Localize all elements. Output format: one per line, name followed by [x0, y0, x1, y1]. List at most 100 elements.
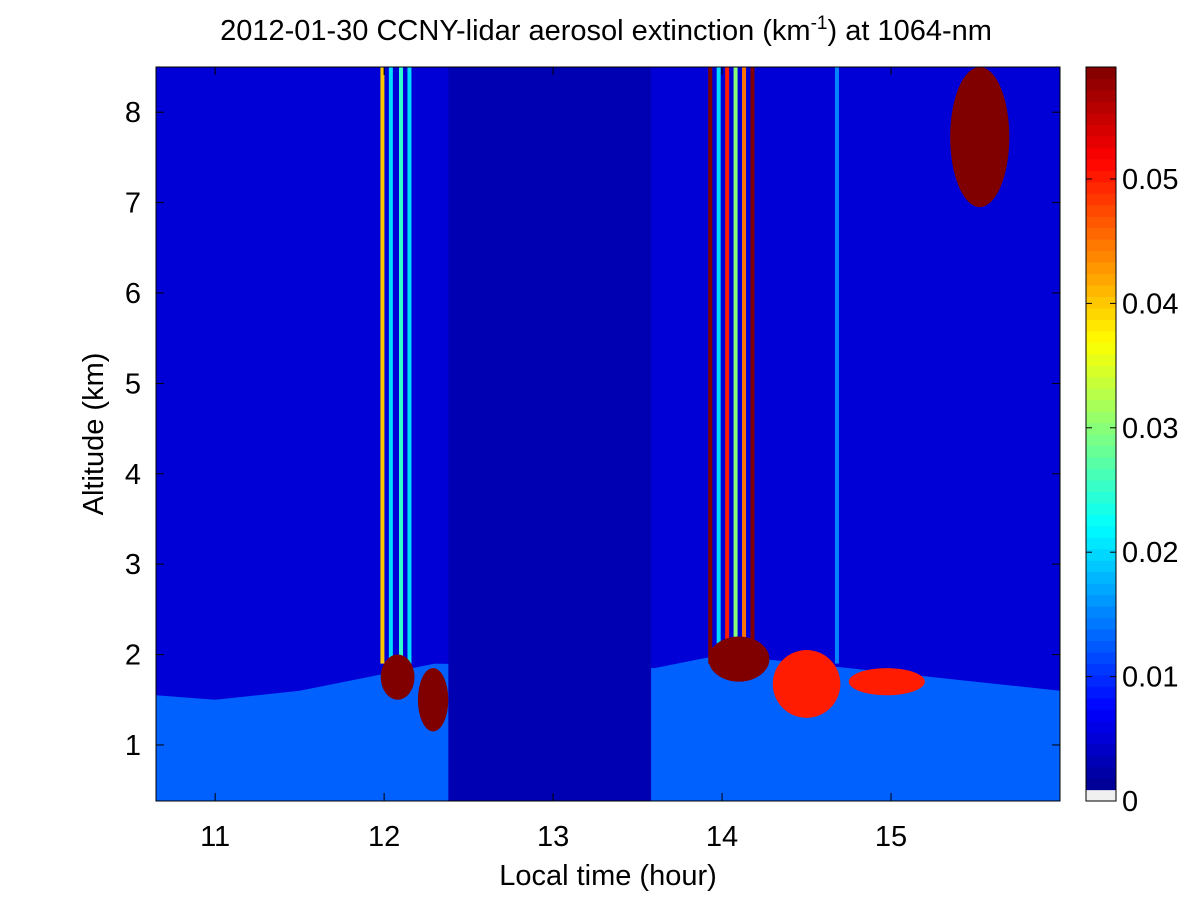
feature-0: [380, 654, 415, 700]
y-tick-label: 2: [125, 640, 141, 672]
colorbar-segment: [1086, 491, 1116, 504]
streak-5: [716, 67, 721, 664]
x-axis: 11 12 13 14 15: [200, 67, 907, 853]
colorbar-segment: [1086, 239, 1116, 252]
y-axis: 1 2 3 4 5 6 7 8: [125, 97, 1060, 762]
colorbar-segment: [1086, 193, 1116, 206]
x-tick-label: 15: [875, 821, 907, 853]
colorbar-segment: [1086, 697, 1116, 710]
colorbar-tick-label: 0.04: [1122, 288, 1178, 320]
colorbar-segment: [1086, 89, 1116, 103]
y-axis-label: Altitude (km): [78, 353, 110, 516]
heatmap: [156, 67, 1060, 801]
colorbar-segment: [1086, 307, 1116, 320]
colorbar-segment: [1086, 537, 1116, 550]
colorbar-segment: [1086, 204, 1116, 217]
colorbar-segment: [1086, 663, 1116, 676]
colorbar-segment: [1086, 296, 1116, 309]
streak-4: [708, 67, 713, 664]
title-superscript: -1: [811, 13, 828, 34]
feature-2: [708, 636, 770, 682]
y-tick-label: 3: [125, 549, 141, 581]
colorbar-segment: [1086, 789, 1116, 802]
colorbar-segment: [1086, 284, 1116, 297]
colorbar-segment: [1086, 170, 1116, 183]
colorbar-segment: [1086, 147, 1116, 160]
colorbar-segment: [1086, 112, 1116, 125]
colorbar-segment: [1086, 709, 1116, 722]
colorbar-segment: [1086, 250, 1116, 263]
colorbar-segment: [1086, 502, 1116, 515]
colorbar-segment: [1086, 583, 1116, 596]
colorbar-segment: [1086, 227, 1116, 240]
colorbar-tick-label: 0.01: [1122, 662, 1178, 694]
title-rest: ) at 1064-nm: [827, 15, 991, 47]
streak-7: [733, 67, 738, 664]
colorbar-segment: [1086, 778, 1116, 791]
colorbar-segment: [1086, 514, 1116, 527]
colorbar-frame: [1085, 66, 1117, 802]
x-tick-label: 14: [706, 821, 738, 853]
feature-3: [772, 650, 841, 718]
y-tick-label: 4: [125, 459, 141, 491]
colorbar-segment: [1086, 319, 1116, 332]
colorbar-segment: [1086, 445, 1116, 458]
chart-title: 2012-01-30 CCNY-lidar aerosol extinction…: [220, 13, 992, 47]
colorbar-tick-label: 0.05: [1122, 164, 1178, 196]
colorbar-segment: [1086, 261, 1116, 275]
colorbar: [1086, 67, 1116, 802]
x-tick-label: 12: [368, 821, 400, 853]
streak-0: [380, 67, 385, 664]
colorbar-segment: [1086, 78, 1116, 91]
colorbar-axis: 0 0.01 0.02 0.03 0.04 0.05: [1086, 164, 1178, 818]
colorbar-segment: [1086, 376, 1116, 389]
x-tick-label: 13: [537, 821, 569, 853]
colorbar-segment: [1086, 273, 1116, 286]
streak-1: [388, 67, 393, 664]
x-tick-label: 11: [200, 821, 230, 853]
colorbar-segment: [1086, 617, 1116, 630]
colorbar-segment: [1086, 216, 1116, 229]
feature-4: [848, 668, 925, 696]
colorbar-segment: [1086, 720, 1116, 733]
data-gap: [448, 67, 652, 801]
streak-10: [834, 67, 839, 664]
colorbar-segment: [1086, 399, 1116, 412]
colorbar-segment: [1086, 181, 1116, 194]
colorbar-segment: [1086, 158, 1116, 171]
feature-5: [950, 67, 1010, 208]
colorbar-segment: [1086, 365, 1116, 378]
colorbar-segment: [1086, 456, 1116, 470]
colorbar-segment: [1086, 548, 1116, 561]
colorbar-segment: [1086, 606, 1116, 619]
colorbar-segment: [1086, 422, 1116, 435]
colorbar-segment: [1086, 743, 1116, 756]
colorbar-segment: [1086, 135, 1116, 148]
streak-8: [742, 67, 747, 664]
colorbar-segment: [1086, 67, 1116, 80]
colorbar-segment: [1086, 342, 1116, 355]
y-tick-label: 5: [125, 368, 141, 400]
colorbar-segment: [1086, 468, 1116, 481]
colorbar-segment: [1086, 732, 1116, 745]
colorbar-segment: [1086, 124, 1116, 137]
title-main: 2012-01-30 CCNY-lidar aerosol extinction…: [220, 15, 810, 47]
colorbar-segment: [1086, 411, 1116, 424]
streak-9: [750, 67, 755, 664]
colorbar-segment: [1086, 571, 1116, 584]
colorbar-segment: [1086, 686, 1116, 699]
colorbar-segment: [1086, 525, 1116, 538]
colorbar-tick-label: 0: [1122, 786, 1138, 818]
colorbar-segment: [1086, 674, 1116, 687]
colorbar-segment: [1086, 479, 1116, 492]
colorbar-segment: [1086, 560, 1116, 573]
colorbar-segment: [1086, 766, 1116, 779]
streak-2: [399, 67, 404, 664]
streak-6: [725, 67, 730, 664]
colorbar-segment: [1086, 388, 1116, 401]
y-tick-label: 1: [125, 730, 141, 762]
feature-1: [417, 668, 449, 732]
colorbar-segment: [1086, 101, 1116, 114]
x-axis-label: Local time (hour): [499, 860, 717, 892]
